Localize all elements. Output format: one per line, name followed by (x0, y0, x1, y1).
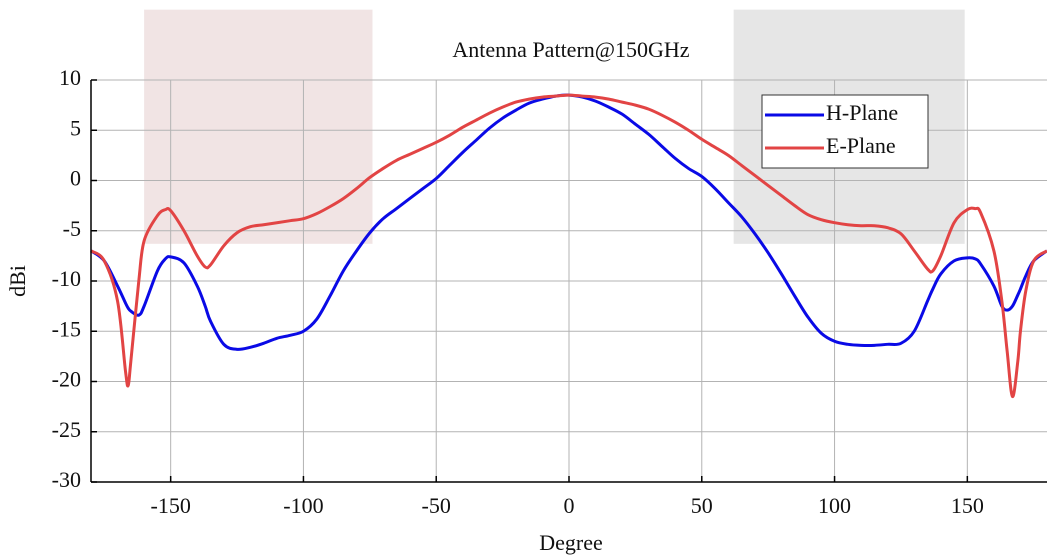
x-tick-label: -50 (422, 493, 451, 518)
x-axis-label: Degree (539, 530, 603, 555)
y-axis-label: dBi (5, 265, 30, 297)
axes: -150 -100 -50 0 50 100 150-30-25-20-15-10-5051… (52, 65, 1047, 518)
series-line (90, 93, 1047, 399)
chart-title: Antenna Pattern@150GHz (452, 37, 689, 62)
x-tick-label: 50 (691, 493, 713, 518)
y-tick-label: -25 (52, 417, 81, 442)
y-tick-label: 0 (70, 166, 81, 191)
y-tick-label: 5 (70, 115, 81, 140)
y-tick-label: -5 (63, 216, 81, 241)
x-tick-label: -150 (151, 493, 191, 518)
y-tick-label: 10 (59, 65, 81, 90)
legend: H-Plane E-Plane (761, 94, 929, 169)
highlight-region (144, 9, 373, 244)
x-tick-label: -100 (283, 493, 323, 518)
y-tick-label: -20 (52, 367, 81, 392)
x-tick-label: 0 (564, 493, 575, 518)
y-tick-label: -15 (52, 316, 81, 341)
plot-lines (90, 93, 1047, 399)
y-tick-label: -30 (52, 467, 81, 492)
x-tick-label: 100 (818, 493, 851, 518)
legend-box (761, 94, 929, 169)
y-tick-label: -10 (52, 266, 81, 291)
legend-label: E-Plane (826, 133, 896, 158)
x-tick-label: 150 (951, 493, 984, 518)
legend-label: H-Plane (826, 100, 898, 125)
